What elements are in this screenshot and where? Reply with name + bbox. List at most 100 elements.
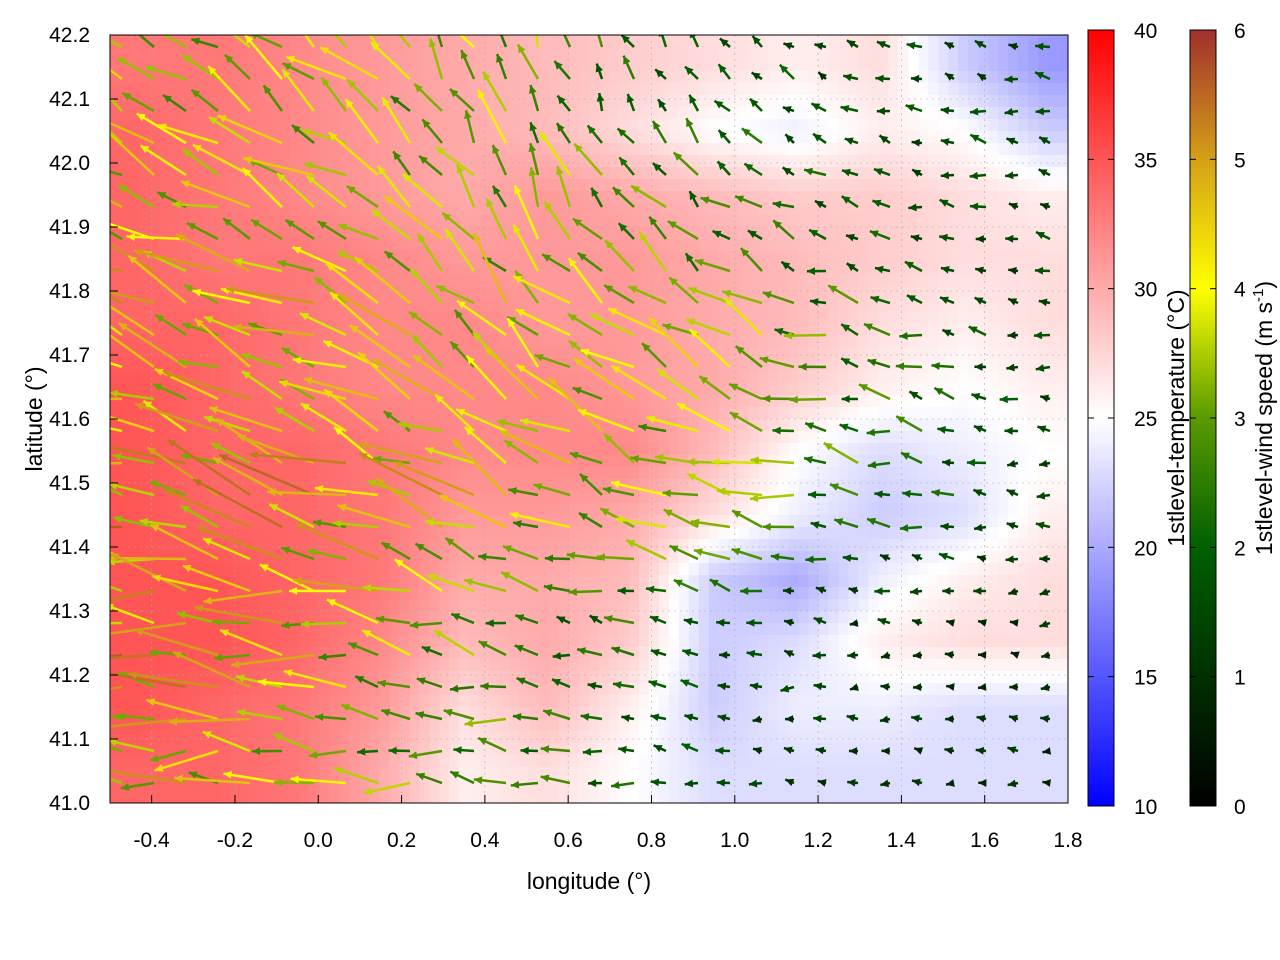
heatmap-cell (828, 299, 840, 312)
heatmap-cell (618, 407, 630, 420)
heatmap-cell (419, 587, 430, 600)
heatmap-cell (1048, 47, 1059, 60)
heatmap-cell (1028, 107, 1039, 120)
heatmap-cell (219, 383, 231, 396)
heatmap-cell (539, 407, 550, 420)
heatmap-cell (618, 635, 630, 648)
heatmap-cell (359, 263, 371, 276)
heatmap-cell (828, 527, 840, 540)
heatmap-cell (848, 179, 860, 192)
heatmap-cell (589, 431, 600, 444)
heatmap-cell (159, 47, 171, 60)
heatmap-cell (529, 419, 540, 432)
heatmap-cell (928, 599, 939, 612)
heatmap-cell (668, 299, 680, 312)
heatmap-cell (479, 563, 490, 576)
heatmap-cell (339, 203, 351, 216)
heatmap-cell (918, 371, 929, 384)
heatmap-cell (239, 527, 251, 540)
heatmap-cell (638, 263, 650, 276)
heatmap-cell (1048, 479, 1059, 492)
heatmap-cell (249, 599, 261, 612)
heatmap-cell (948, 323, 959, 336)
heatmap-cell (159, 335, 171, 348)
heatmap-cell (948, 215, 959, 228)
heatmap-cell (1008, 575, 1019, 588)
heatmap-cell (758, 131, 770, 144)
heatmap-cell (319, 623, 331, 636)
heatmap-cell (459, 551, 470, 564)
heatmap-cell (878, 47, 889, 60)
heatmap-cell (559, 647, 570, 660)
heatmap-cell (579, 71, 590, 84)
heatmap-cell (958, 191, 969, 204)
heatmap-cell (319, 443, 331, 456)
heatmap-cell (638, 623, 650, 636)
heatmap-cell (269, 59, 281, 72)
heatmap-cell (948, 503, 959, 516)
heatmap-cell (598, 635, 610, 648)
heatmap-cell (110, 611, 121, 624)
heatmap-cell (898, 119, 909, 132)
heatmap-cell (648, 131, 660, 144)
heatmap-cell (828, 263, 840, 276)
heatmap-cell (559, 83, 570, 96)
heatmap-cell (249, 335, 261, 348)
heatmap-cell (648, 359, 660, 372)
heatmap-cell (878, 623, 889, 636)
heatmap-cell (119, 35, 131, 48)
heatmap-cell (658, 107, 670, 120)
heatmap-cell (199, 167, 211, 180)
heatmap-cell (928, 275, 939, 288)
heatmap-cell (299, 239, 311, 252)
heatmap-cell (678, 527, 690, 540)
heatmap-cell (628, 131, 640, 144)
heatmap-cell (209, 131, 221, 144)
heatmap-cell (768, 287, 780, 300)
heatmap-cell (598, 275, 610, 288)
heatmap-cell (888, 203, 899, 216)
heatmap-cell (738, 71, 750, 84)
heatmap-cell (319, 323, 331, 336)
heatmap-cell (978, 491, 989, 504)
heatmap-cell (948, 551, 959, 564)
heatmap-cell (319, 611, 331, 624)
heatmap-cell (628, 611, 640, 624)
heatmap-cell (579, 587, 590, 600)
heatmap-cell (738, 371, 750, 384)
heatmap-cell (648, 383, 660, 396)
heatmap-cell (1038, 419, 1049, 432)
heatmap-cell (938, 47, 949, 60)
heatmap-cell (339, 491, 351, 504)
heatmap-cell (848, 299, 860, 312)
heatmap-cell (139, 119, 151, 132)
heatmap-cell (698, 71, 710, 84)
heatmap-cell (559, 323, 570, 336)
heatmap-cell (529, 395, 540, 408)
heatmap-cell (589, 503, 600, 516)
heatmap-cell (489, 311, 500, 324)
heatmap-cell (758, 515, 770, 528)
heatmap-cell (888, 251, 899, 264)
heatmap-cell (579, 419, 590, 432)
heatmap-cell (439, 647, 450, 660)
heatmap-cell (549, 335, 560, 348)
heatmap-cell (968, 251, 979, 264)
heatmap-cell (828, 407, 840, 420)
heatmap-cell (778, 383, 790, 396)
heatmap-cell (279, 119, 291, 132)
heatmap-cell (479, 179, 490, 192)
heatmap-cell (209, 599, 221, 612)
heatmap-cell (848, 611, 860, 624)
heatmap-cell (1048, 647, 1059, 660)
heatmap-cell (958, 155, 969, 168)
heatmap-cell (279, 155, 291, 168)
heatmap-cell (299, 527, 311, 540)
heatmap-cell (868, 527, 879, 540)
heatmap-cell (908, 467, 919, 480)
heatmap-cell (569, 179, 580, 192)
heatmap-cell (958, 251, 969, 264)
heatmap-cell (179, 239, 191, 252)
heatmap-cell (489, 251, 500, 264)
